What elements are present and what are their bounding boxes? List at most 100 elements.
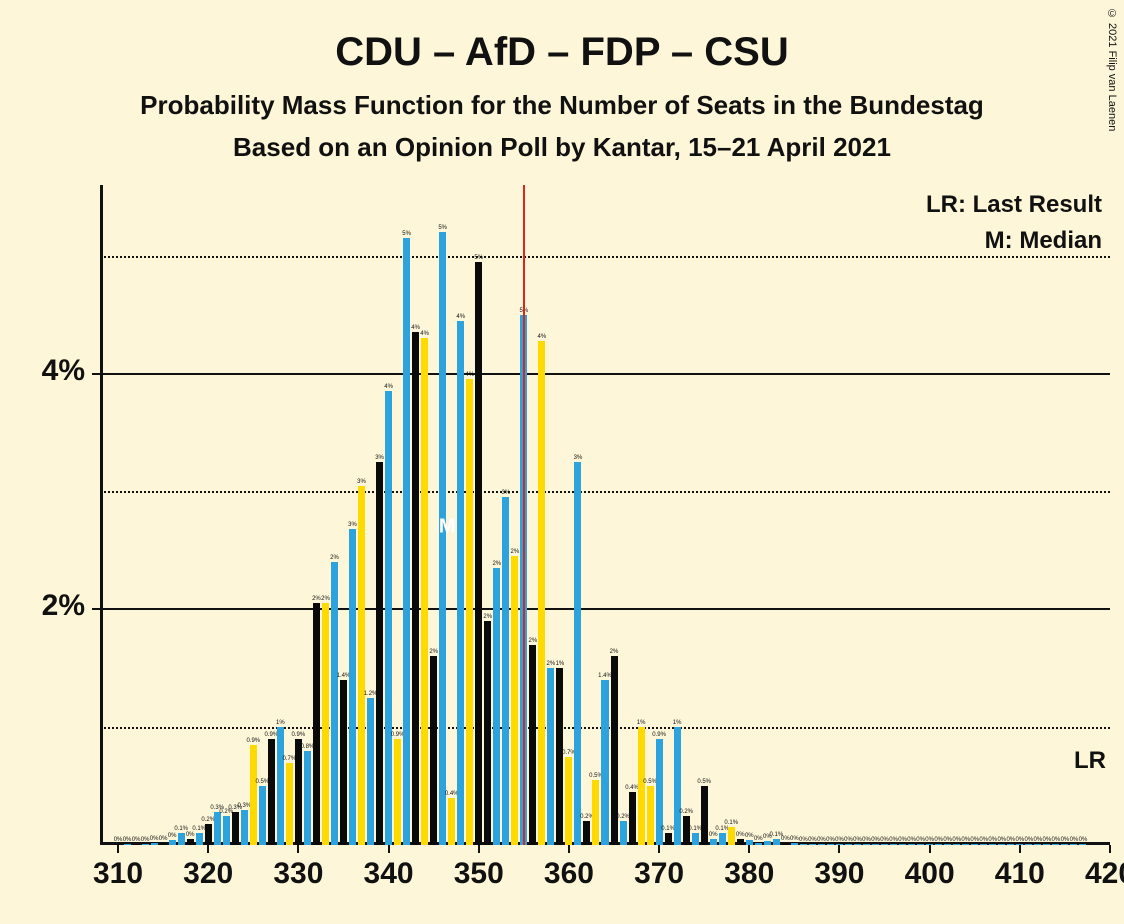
pmf-bar [304, 751, 311, 845]
pmf-bar [241, 810, 248, 845]
bar-value-label: 1% [276, 720, 285, 726]
bar-value-label: 0% [1061, 837, 1070, 843]
pmf-bar [737, 839, 744, 845]
pmf-bar [971, 844, 978, 845]
x-tick-label: 420 [1085, 857, 1124, 891]
bar-value-label: 4% [411, 325, 420, 331]
pmf-bar [115, 844, 122, 845]
x-tick-label: 340 [364, 857, 414, 891]
pmf-bar [367, 698, 374, 845]
pmf-bar [196, 833, 203, 845]
bar-value-label: 0% [970, 837, 979, 843]
pmf-bar [322, 603, 329, 845]
bar-value-label: 0% [916, 837, 925, 843]
pmf-bar [250, 745, 257, 845]
pmf-bar [493, 568, 500, 845]
pmf-bar [214, 812, 221, 845]
pmf-bar [232, 812, 239, 845]
pmf-bar [259, 786, 266, 845]
bar-value-label: 2% [547, 661, 556, 667]
bar-value-label: 0% [835, 837, 844, 843]
bar-value-label: 0% [898, 837, 907, 843]
chart-title: CDU – AfD – FDP – CSU [0, 30, 1124, 75]
pmf-bar [719, 833, 726, 845]
bar-value-label: 0% [132, 837, 141, 843]
pmf-bar [439, 232, 446, 845]
pmf-bar [385, 391, 392, 845]
pmf-bar [1061, 844, 1068, 845]
bar-value-label: 2% [330, 555, 339, 561]
bar-value-label: 0% [1034, 837, 1043, 843]
bar-value-label: 0% [988, 837, 997, 843]
bar-value-label: 0% [736, 832, 745, 838]
pmf-bar [728, 827, 735, 845]
bar-value-label: 2% [610, 649, 619, 655]
pmf-bar [917, 844, 924, 845]
bar-value-label: 0% [880, 837, 889, 843]
bar-value-label: 0% [790, 836, 799, 842]
pmf-bar [710, 839, 717, 845]
bar-value-label: 0% [862, 837, 871, 843]
pmf-bar [187, 839, 194, 845]
bar-value-label: 0% [952, 837, 961, 843]
pmf-bar [583, 821, 590, 845]
bar-value-label: 0.9% [652, 732, 666, 738]
bar-value-label: 0% [123, 837, 132, 843]
pmf-bar [1034, 844, 1041, 845]
pmf-bar [1070, 844, 1077, 845]
pmf-bar [764, 841, 771, 845]
bar-value-label: 4% [538, 334, 547, 340]
chart-plot-area: 2%4%310320330340350360370380390400410420… [100, 185, 1110, 845]
bar-value-label: 0% [1006, 837, 1015, 843]
bar-value-label: 3% [501, 490, 510, 496]
pmf-bar [349, 529, 356, 845]
pmf-bar [746, 840, 753, 845]
bar-value-label: 0% [150, 836, 159, 842]
pmf-bar [1025, 844, 1032, 845]
x-tick-label: 410 [995, 857, 1045, 891]
pmf-bar [178, 833, 185, 845]
bar-value-label: 0.5% [697, 779, 711, 785]
grid-major [100, 373, 1110, 375]
pmf-bar [647, 786, 654, 845]
pmf-bar [421, 338, 428, 845]
bar-value-label: 0% [934, 837, 943, 843]
chart-subtitle-2: Based on an Opinion Poll by Kantar, 15–2… [0, 132, 1124, 163]
pmf-bar [692, 833, 699, 845]
pmf-bar [151, 843, 158, 845]
pmf-bar [836, 844, 843, 845]
copyright-text: © 2021 Filip van Laenen [1106, 8, 1118, 131]
pmf-bar [1007, 844, 1014, 845]
pmf-bar [133, 844, 140, 845]
pmf-bar [899, 844, 906, 845]
pmf-bar [638, 727, 645, 845]
bar-value-label: 0% [141, 837, 150, 843]
bar-value-label: 3% [348, 522, 357, 528]
pmf-bar [457, 321, 464, 845]
x-tick-label: 330 [273, 857, 323, 891]
pmf-bar [412, 332, 419, 845]
bar-value-label: 0.9% [292, 732, 306, 738]
pmf-bar [782, 843, 789, 845]
pmf-bar [926, 844, 933, 845]
median-line [523, 185, 525, 845]
bar-value-label: 1% [637, 720, 646, 726]
bar-value-label: 1% [673, 720, 682, 726]
bar-value-label: 0% [925, 837, 934, 843]
bar-value-label: 0% [114, 837, 123, 843]
pmf-bar [160, 843, 167, 845]
bar-value-label: 4% [456, 314, 465, 320]
bar-value-label: 0% [826, 837, 835, 843]
bar-value-label: 2% [492, 561, 501, 567]
pmf-bar [944, 844, 951, 845]
pmf-bar [1052, 844, 1059, 845]
bar-value-label: 0% [1015, 837, 1024, 843]
pmf-bar [502, 497, 509, 845]
pmf-bar [665, 833, 672, 845]
pmf-bar [574, 462, 581, 845]
pmf-bar [818, 844, 825, 845]
bar-value-label: 0% [961, 837, 970, 843]
bar-value-label: 0% [808, 837, 817, 843]
pmf-bar [475, 262, 482, 845]
legend-m: M: Median [985, 227, 1102, 255]
